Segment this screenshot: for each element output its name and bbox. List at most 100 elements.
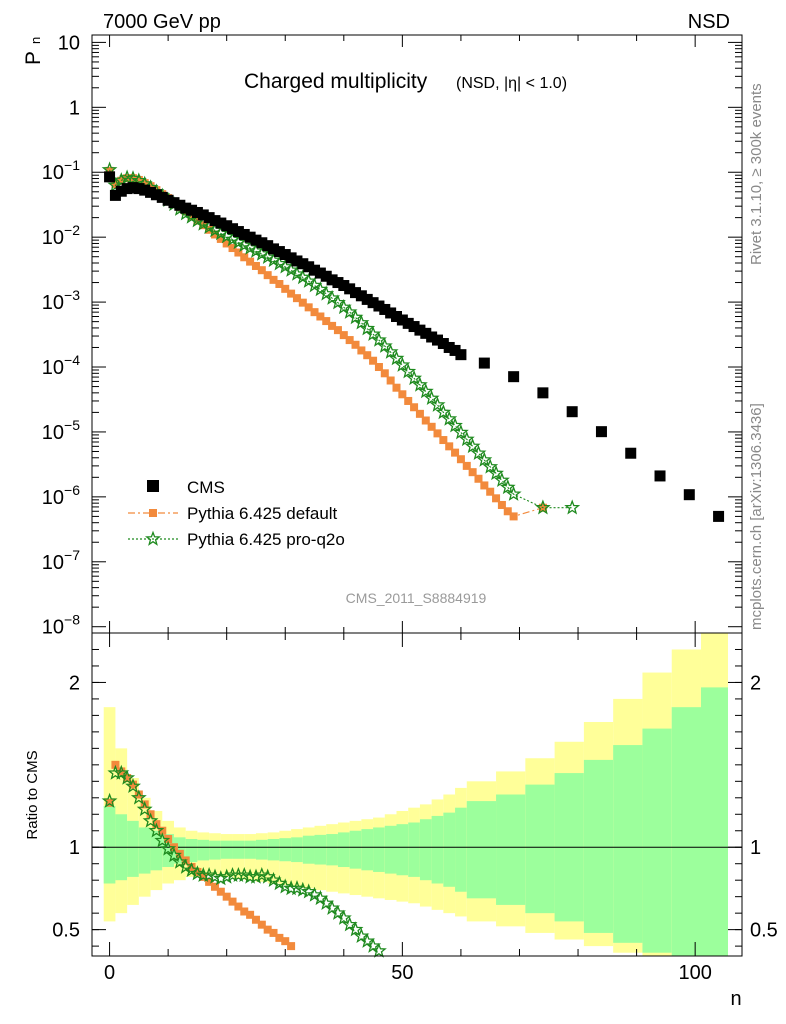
series-line [109, 169, 573, 509]
ratio-point [158, 826, 167, 835]
ratio-point [265, 871, 282, 888]
data-point [456, 455, 465, 464]
main-plot-subtitle: (NSD, |η| < 1.0) [456, 75, 567, 92]
ratio-point [177, 858, 194, 874]
ratio-plot-bands [92, 633, 742, 956]
data-point [625, 447, 637, 459]
y-tick-label: 10−5 [42, 417, 80, 444]
data-point [232, 226, 244, 238]
data-point [437, 338, 449, 350]
data-point [486, 487, 495, 496]
data-point [462, 461, 471, 470]
data-point [441, 410, 458, 426]
data-point [443, 341, 455, 353]
data-point [285, 252, 297, 264]
legend-label-pro-q2o: Pythia 6.425 pro-q2o [187, 530, 345, 549]
data-point [291, 255, 303, 267]
data-point [452, 424, 469, 440]
uncertainty-band-inner [326, 834, 338, 866]
data-point [369, 356, 378, 365]
data-point [222, 239, 231, 248]
uncertainty-band-inner [197, 839, 210, 861]
data-point [279, 249, 291, 261]
ratio-point [193, 867, 202, 876]
ratio-point [371, 942, 387, 958]
data-point [385, 307, 397, 319]
ratio-point [271, 875, 288, 891]
mcplots-credit-label: mcplots.cern.ch [arXiv:1306.3436] [748, 403, 765, 630]
data-point [246, 257, 255, 266]
main-plot-title: Charged multiplicity [244, 70, 428, 93]
data-point [309, 264, 321, 276]
data-point [474, 474, 483, 483]
data-point [265, 251, 282, 268]
uncertainty-band-inner [267, 838, 280, 861]
ratio-point [269, 928, 278, 937]
data-point [115, 185, 127, 197]
ratio-y-tick-label-right: 0.5 [750, 920, 778, 942]
data-point [508, 371, 520, 383]
data-point [713, 510, 725, 522]
y-tick-base: 10 [42, 617, 64, 639]
data-point [345, 336, 354, 345]
ratio-point [335, 909, 352, 925]
ratio-plot-series [101, 760, 387, 958]
data-point [328, 321, 337, 330]
ratio-point [234, 902, 243, 911]
y-tick-label: 10−8 [42, 612, 80, 639]
uncertainty-band-inner [373, 827, 385, 872]
ratio-point [101, 792, 118, 808]
data-point [359, 320, 376, 336]
data-point [275, 279, 284, 288]
data-point [140, 179, 149, 188]
ratio-point [216, 887, 225, 896]
ratio-point [275, 933, 284, 942]
ratio-point [218, 868, 235, 884]
data-point [445, 442, 454, 451]
data-point [187, 212, 196, 221]
ratio-point [281, 937, 290, 946]
data-point [191, 206, 203, 218]
uncertainty-band-inner [384, 825, 397, 874]
data-point [355, 290, 367, 302]
uncertainty-band-inner [162, 834, 174, 868]
data-point [289, 265, 305, 281]
uncertainty-band-inner [455, 807, 467, 892]
x-tick-label: 0 [104, 962, 115, 984]
uncertainty-band-inner [138, 827, 151, 874]
ratio-point [142, 812, 159, 828]
data-point [234, 248, 243, 257]
y-tick-label: 1 [69, 97, 80, 119]
data-point [386, 376, 395, 385]
data-point [503, 507, 512, 516]
ratio-point [136, 800, 153, 817]
data-point [344, 283, 356, 295]
ratio-point [105, 798, 114, 807]
uncertainty-band-inner [419, 819, 432, 881]
y-tick-exponent: −4 [64, 352, 80, 368]
data-point [398, 390, 407, 399]
data-point [420, 327, 432, 339]
ratio-point [210, 882, 219, 891]
data-point [338, 280, 350, 292]
ratio-point [119, 769, 136, 785]
uncertainty-band-inner [466, 801, 497, 899]
y-tick-exponent: −8 [64, 612, 80, 628]
data-point [431, 334, 443, 346]
uncertainty-band-inner [396, 824, 409, 876]
y-tick-label: 10−1 [42, 157, 80, 184]
ratio-point [125, 777, 141, 793]
main-plot-y-axis-label: P [22, 51, 45, 65]
x-tick-label: 100 [678, 962, 711, 984]
data-point [433, 429, 442, 438]
ratio-y-tick-label: 0.5 [52, 920, 80, 942]
data-point [482, 458, 499, 474]
data-point [240, 253, 249, 262]
ratio-plot-axes: 0.5 0.5 1 1 2 2 0 50 100 [52, 633, 778, 984]
uncertainty-band-inner [127, 820, 139, 877]
data-point [104, 171, 116, 183]
legend: CMS Pythia 6.425 default Pythia 6.425 pr… [128, 478, 345, 549]
uncertainty-band-inner [443, 812, 456, 887]
data-point [297, 258, 309, 270]
data-point [357, 346, 366, 355]
